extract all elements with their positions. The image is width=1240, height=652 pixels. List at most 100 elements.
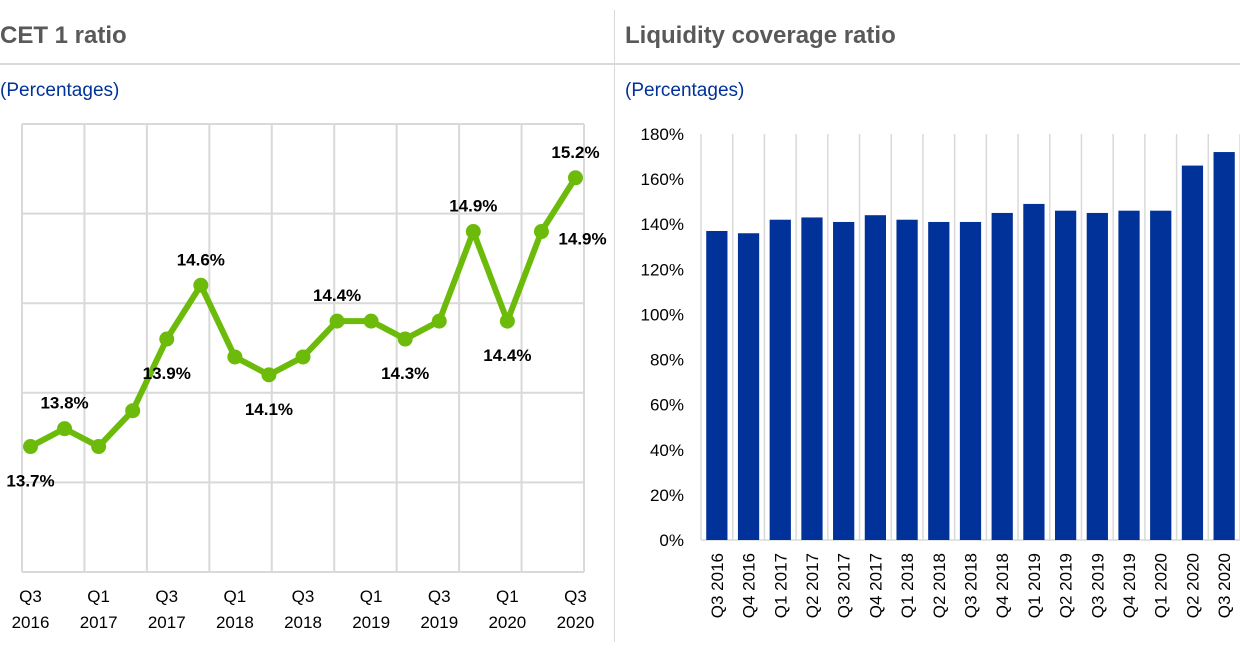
lcr-x-tick-label: Q4 2019 — [1120, 553, 1139, 618]
cet1-x-tick-label: Q3 — [428, 587, 451, 606]
cet1-x-tick-label: 2017 — [148, 613, 186, 632]
lcr-x-tick-label: Q2 2018 — [930, 553, 949, 618]
lcr-y-tick-label: 80% — [650, 351, 684, 370]
lcr-bar — [928, 221, 950, 540]
lcr-y-tick-label: 100% — [641, 305, 684, 324]
lcr-bar — [769, 219, 791, 540]
lcr-bar — [864, 215, 887, 540]
lcr-bar — [1086, 212, 1108, 540]
lcr-x-tick-label: Q3 2020 — [1215, 553, 1234, 618]
cet1-data-label: 15.2% — [551, 143, 599, 162]
cet1-subtitle: (Percentages) — [0, 80, 120, 101]
lcr-x-tick-label: Q3 2018 — [962, 553, 981, 618]
cet1-x-tick-label: Q1 — [87, 587, 110, 606]
lcr-x-tick-label: Q3 2016 — [708, 553, 727, 618]
cet1-point — [499, 313, 515, 329]
cet1-x-tick-label: Q3 — [155, 587, 178, 606]
cet1-x-tick-label: 2019 — [352, 613, 390, 632]
lcr-bar — [1181, 165, 1204, 541]
cet1-data-label: 14.3% — [381, 364, 429, 383]
cet1-point — [329, 313, 345, 329]
cet1-point — [57, 421, 73, 437]
lcr-bar — [833, 221, 855, 540]
cet1-x-tick-label: 2018 — [216, 613, 254, 632]
lcr-panel: Liquidity coverage ratio (Percentages) — [615, 0, 1240, 652]
lcr-x-tick-label: Q4 2018 — [993, 553, 1012, 618]
lcr-bar — [1213, 152, 1235, 541]
cet1-series-line — [27, 174, 579, 450]
cet1-point — [23, 439, 39, 455]
lcr-x-tick-label: Q4 2017 — [866, 553, 885, 618]
cet1-x-tick-label: Q1 — [224, 587, 247, 606]
lcr-bar — [1023, 203, 1045, 540]
lcr-x-tick-label: Q1 2017 — [771, 553, 790, 618]
lcr-subtitle: (Percentages) — [625, 80, 745, 101]
cet1-x-tick-label: 2016 — [12, 613, 50, 632]
cet1-x-tick-label: 2017 — [80, 613, 118, 632]
cet1-line-chart: 13.7% 13.8% 13.9% 14.6% 14.1% 14.4% 14.3% 14.9%… — [6, 123, 607, 632]
lcr-bar — [801, 217, 823, 540]
lcr-y-tick-label: 140% — [641, 215, 684, 234]
lcr-x-tick-label: Q1 2019 — [1025, 553, 1044, 618]
cet1-panel: CET 1 ratio (Percentages) — [0, 0, 614, 652]
lcr-y-tick-label: 40% — [650, 441, 684, 460]
cet1-point — [159, 331, 175, 347]
cet1-point — [567, 170, 583, 186]
lcr-bar — [1150, 210, 1172, 540]
cet1-x-tick-label: Q3 — [19, 587, 42, 606]
lcr-bar — [991, 212, 1013, 540]
lcr-y-tick-label: 180% — [641, 125, 684, 144]
cet1-x-tick-label: Q1 — [496, 587, 519, 606]
cet1-point — [465, 224, 481, 240]
cet1-data-label: 14.6% — [177, 250, 225, 269]
cet1-point — [363, 313, 379, 329]
cet1-x-tick-label: Q3 — [292, 587, 315, 606]
cet1-x-tick-label: 2020 — [557, 613, 595, 632]
lcr-x-tick-label: Q3 2017 — [835, 553, 854, 618]
cet1-data-label: 13.8% — [40, 394, 88, 413]
cet1-point — [261, 367, 277, 383]
cet1-data-label: 14.4% — [483, 346, 531, 365]
lcr-bar — [737, 233, 760, 540]
lcr-x-tick-label: Q1 2020 — [1152, 553, 1171, 618]
cet1-point — [125, 403, 141, 419]
lcr-x-tick-label: Q4 2016 — [740, 553, 759, 618]
cet1-x-tick-label: 2018 — [284, 613, 322, 632]
lcr-bar — [896, 219, 918, 540]
cet1-point — [227, 349, 243, 365]
cet1-point — [397, 331, 413, 347]
lcr-title-rule — [615, 63, 1240, 65]
lcr-bar — [706, 230, 728, 540]
lcr-x-tick-label: Q2 2020 — [1183, 553, 1202, 618]
cet1-x-tick-label: 2020 — [488, 613, 526, 632]
lcr-y-tick-label: 0% — [659, 531, 684, 550]
cet1-data-label: 14.9% — [558, 230, 606, 249]
cet1-x-tick-label: 2019 — [420, 613, 458, 632]
lcr-y-tick-label: 160% — [641, 170, 684, 189]
cet1-data-label: 13.7% — [6, 472, 54, 491]
lcr-x-tick-label: Q3 2019 — [1088, 553, 1107, 618]
cet1-point — [193, 277, 209, 293]
lcr-y-tick-label: 120% — [641, 260, 684, 279]
cet1-x-tick-label: Q3 — [564, 587, 587, 606]
cet1-point — [431, 313, 447, 329]
cet1-point — [91, 439, 107, 455]
cet1-data-label: 14.9% — [449, 197, 497, 216]
lcr-y-tick-label: 60% — [650, 396, 684, 415]
cet1-title: CET 1 ratio — [0, 22, 127, 49]
lcr-x-tick-label: Q2 2017 — [803, 553, 822, 618]
cet1-data-label: 14.4% — [313, 286, 361, 305]
cet1-data-label: 13.9% — [143, 364, 191, 383]
panel-divider — [614, 10, 615, 642]
cet1-title-rule — [0, 63, 614, 65]
lcr-bar — [1054, 210, 1077, 540]
lcr-x-tick-label: Q2 2019 — [1057, 553, 1076, 618]
lcr-bar — [959, 221, 982, 540]
lcr-x-tick-label: Q1 2018 — [898, 553, 917, 618]
cet1-point — [295, 349, 311, 365]
cet1-x-tick-label: Q1 — [360, 587, 383, 606]
cet1-point — [533, 224, 549, 240]
lcr-bar-chart: 0% 20% 40% 60% 80% 100% 120% 140% 160% 180% Q3 201… — [641, 125, 1240, 618]
cet1-data-label: 14.1% — [245, 400, 293, 419]
